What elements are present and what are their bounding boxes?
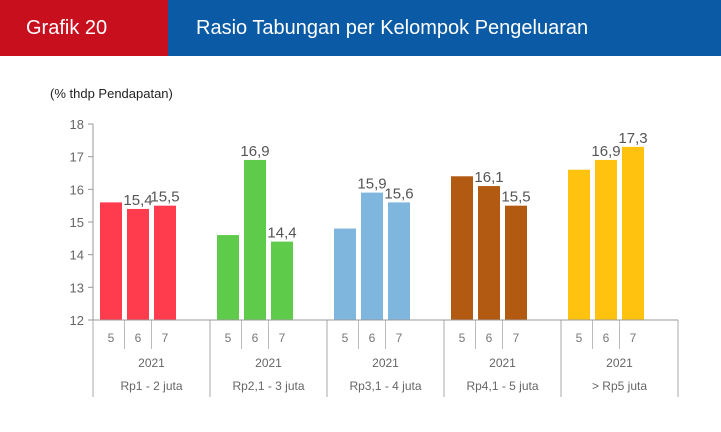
data-label: 16,9	[240, 143, 269, 160]
x-tick-label: 6	[135, 331, 142, 345]
y-axis-label: (% thdp Pendapatan)	[50, 86, 173, 101]
bar	[478, 186, 500, 320]
year-label: 2021	[606, 356, 633, 370]
x-tick-label: 5	[342, 331, 349, 345]
year-label: 2021	[489, 356, 516, 370]
bar	[505, 205, 527, 320]
bar	[568, 169, 590, 320]
x-tick-label: 7	[279, 331, 286, 345]
data-label: 16,9	[591, 143, 620, 160]
y-tick-label: 18	[70, 117, 84, 132]
group-label: Rp1 - 2 juta	[120, 379, 182, 393]
y-tick-label: 16	[70, 182, 84, 197]
y-tick-label: 17	[70, 150, 84, 165]
bar	[100, 202, 122, 320]
chart-title: Rasio Tabungan per Kelompok Pengeluaran	[168, 0, 721, 56]
x-tick-label: 5	[108, 331, 115, 345]
y-tick-label: 15	[70, 215, 84, 230]
data-label: 15,5	[150, 189, 179, 206]
y-axis: 12 13 14 15 16 17 18	[70, 117, 94, 328]
x-tick-label: 5	[576, 331, 583, 345]
data-label: 17,3	[618, 130, 647, 147]
year-label: 2021	[138, 356, 165, 370]
bar	[271, 241, 293, 320]
year-label: 2021	[372, 356, 399, 370]
bar	[595, 159, 617, 320]
group-label: Rp2,1 - 3 juta	[232, 379, 304, 393]
bar	[217, 235, 239, 320]
data-label: 15,5	[501, 189, 530, 206]
x-tick-label: 7	[396, 331, 403, 345]
y-tick-label: 14	[70, 248, 84, 263]
bar	[451, 176, 473, 320]
bar	[361, 192, 383, 320]
x-tick-label: 6	[486, 331, 493, 345]
x-tick-label: 5	[225, 331, 232, 345]
bars: 15,415,516,914,415,915,616,115,516,917,3	[100, 130, 648, 320]
bar	[154, 205, 176, 320]
data-label: 15,6	[384, 185, 413, 202]
group-label: Rp3,1 - 4 juta	[349, 379, 421, 393]
x-tick-label: 6	[252, 331, 259, 345]
data-label: 16,1	[474, 169, 503, 186]
data-label: 15,9	[357, 176, 386, 193]
group-label: > Rp5 juta	[592, 379, 647, 393]
bar	[388, 202, 410, 320]
x-axis: 5 6 7 2021 Rp1 - 2 juta 5 6 7 2021 Rp2,1 - 3 juta…	[92, 319, 679, 397]
data-label: 15,4	[123, 192, 152, 209]
group-label: Rp4,1 - 5 juta	[466, 379, 538, 393]
bar	[127, 208, 149, 320]
x-tick-label: 7	[513, 331, 520, 345]
x-tick-label: 6	[369, 331, 376, 345]
x-tick-label: 5	[459, 331, 466, 345]
bar	[244, 159, 266, 320]
y-tick-label: 12	[70, 313, 84, 328]
year-label: 2021	[255, 356, 282, 370]
x-tick-label: 7	[162, 331, 169, 345]
bar	[334, 228, 356, 320]
data-label: 14,4	[267, 225, 296, 242]
y-tick-label: 13	[70, 280, 84, 295]
figure-number: Grafik 20	[0, 0, 168, 56]
x-tick-label: 7	[630, 331, 637, 345]
bar	[622, 146, 644, 320]
chart-header: Grafik 20 Rasio Tabungan per Kelompok Pe…	[0, 0, 721, 56]
x-tick-label: 6	[603, 331, 610, 345]
